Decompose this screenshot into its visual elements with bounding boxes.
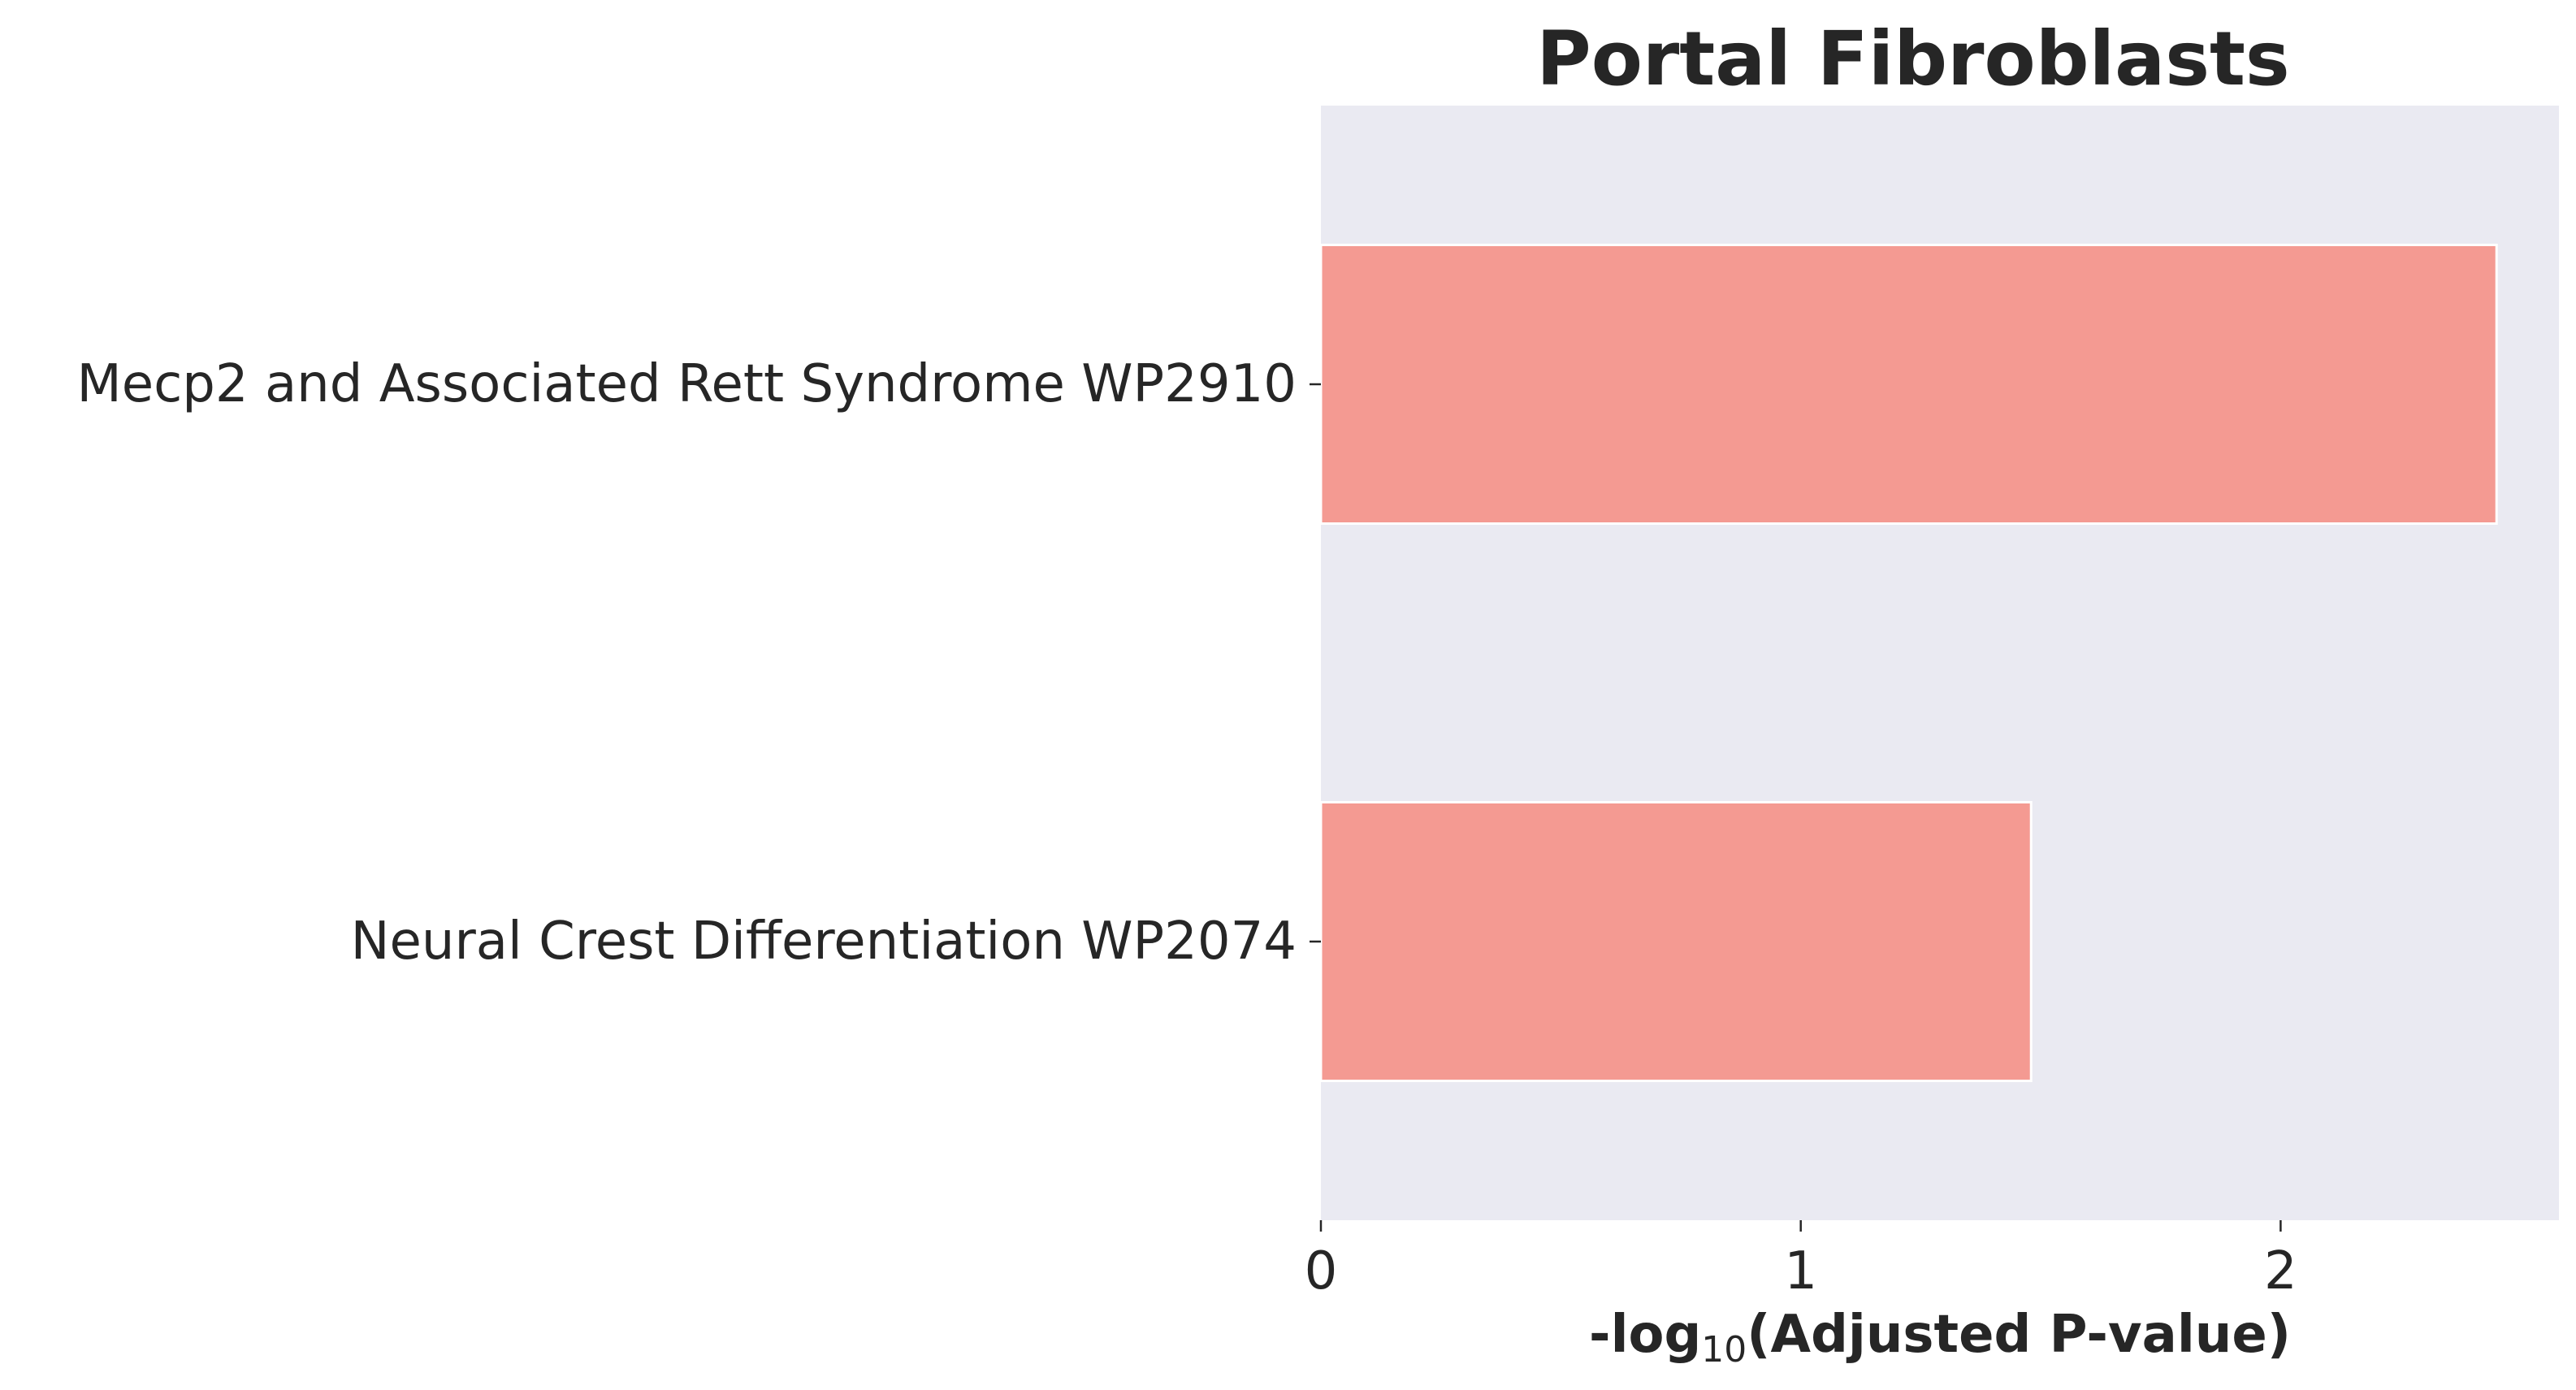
x-axis-title: -log10(Adjusted P-value) bbox=[1589, 1305, 2291, 1371]
x-axis: 0 1 2 bbox=[1305, 1220, 2297, 1301]
x-axis-title-suffix: (Adjusted P-value) bbox=[1747, 1305, 2291, 1365]
bar-1 bbox=[1319, 244, 2498, 525]
x-tick-label-1: 0 bbox=[1305, 1241, 1338, 1301]
chart-title: Portal Fibroblasts bbox=[1536, 15, 2289, 102]
bar-2 bbox=[1319, 801, 2033, 1082]
y-tick-label-2: Neural Crest Differentiation WP2074 bbox=[351, 912, 1297, 972]
x-tick-label-3: 2 bbox=[2264, 1241, 2297, 1301]
x-tick-label-2: 1 bbox=[1784, 1241, 1817, 1301]
y-axis: Mecp2 and Associated Rett Syndrome WP291… bbox=[76, 354, 1321, 972]
x-axis-title-prefix: -log bbox=[1589, 1305, 1701, 1365]
bars-layer bbox=[1319, 244, 2498, 1082]
y-tick-label-1: Mecp2 and Associated Rett Syndrome WP291… bbox=[76, 354, 1297, 414]
x-axis-title-subscript: 10 bbox=[1701, 1329, 1747, 1371]
